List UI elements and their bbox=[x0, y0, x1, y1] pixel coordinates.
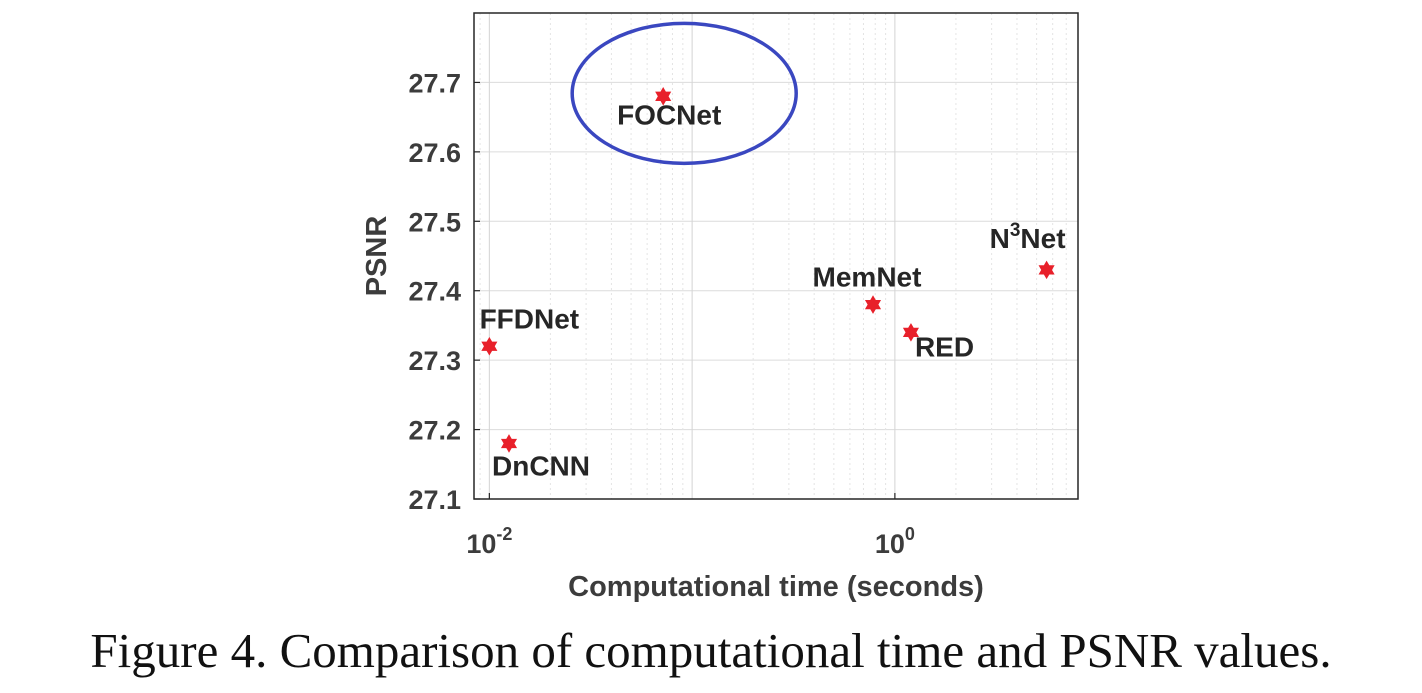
point-memnet bbox=[864, 295, 882, 314]
x-axis-label: Computational time (seconds) bbox=[568, 571, 984, 603]
y-tick-label: 27.7 bbox=[408, 68, 461, 98]
y-axis-label: PSNR bbox=[361, 216, 393, 297]
y-tick-label: 27.2 bbox=[408, 416, 461, 446]
label-memnet: MemNet bbox=[813, 262, 922, 293]
y-tick-label: 27.1 bbox=[408, 485, 461, 515]
y-tick-label: 27.6 bbox=[408, 138, 461, 168]
y-axis-ticks: 27.1 27.2 27.3 27.4 27.5 27.6 27.7 bbox=[408, 68, 480, 515]
point-dncnn bbox=[500, 434, 518, 453]
scatter-chart: 27.1 27.2 27.3 27.4 27.5 27.6 27.7 10-2 100 Com… bbox=[361, 12, 1079, 603]
data-labels: FOCNet FFDNet DnCNN MemNet RED N3Net bbox=[480, 99, 1066, 481]
x-axis-ticks: 10-2 100 bbox=[466, 493, 915, 559]
y-tick-label: 27.4 bbox=[408, 277, 461, 307]
data-points bbox=[481, 87, 1055, 453]
label-dncnn: DnCNN bbox=[492, 450, 590, 481]
point-focnet bbox=[655, 87, 672, 106]
label-ffdnet: FFDNet bbox=[480, 303, 580, 334]
y-tick-label: 27.3 bbox=[408, 346, 461, 376]
grid bbox=[474, 13, 1079, 500]
figure-caption: Figure 4. Comparison of computational ti… bbox=[90, 623, 1332, 678]
label-focnet: FOCNet bbox=[617, 99, 721, 130]
label-red: RED bbox=[915, 331, 974, 362]
x-tick-label: 100 bbox=[875, 524, 915, 559]
label-n3net: N3Net bbox=[990, 220, 1066, 254]
x-tick-label: 10-2 bbox=[466, 524, 512, 559]
point-red bbox=[902, 323, 919, 342]
plot-frame bbox=[473, 12, 1079, 500]
highlight-ellipse bbox=[570, 21, 798, 166]
point-n3net bbox=[1038, 260, 1055, 280]
y-tick-label: 27.5 bbox=[408, 207, 461, 237]
point-ffdnet bbox=[481, 336, 498, 356]
